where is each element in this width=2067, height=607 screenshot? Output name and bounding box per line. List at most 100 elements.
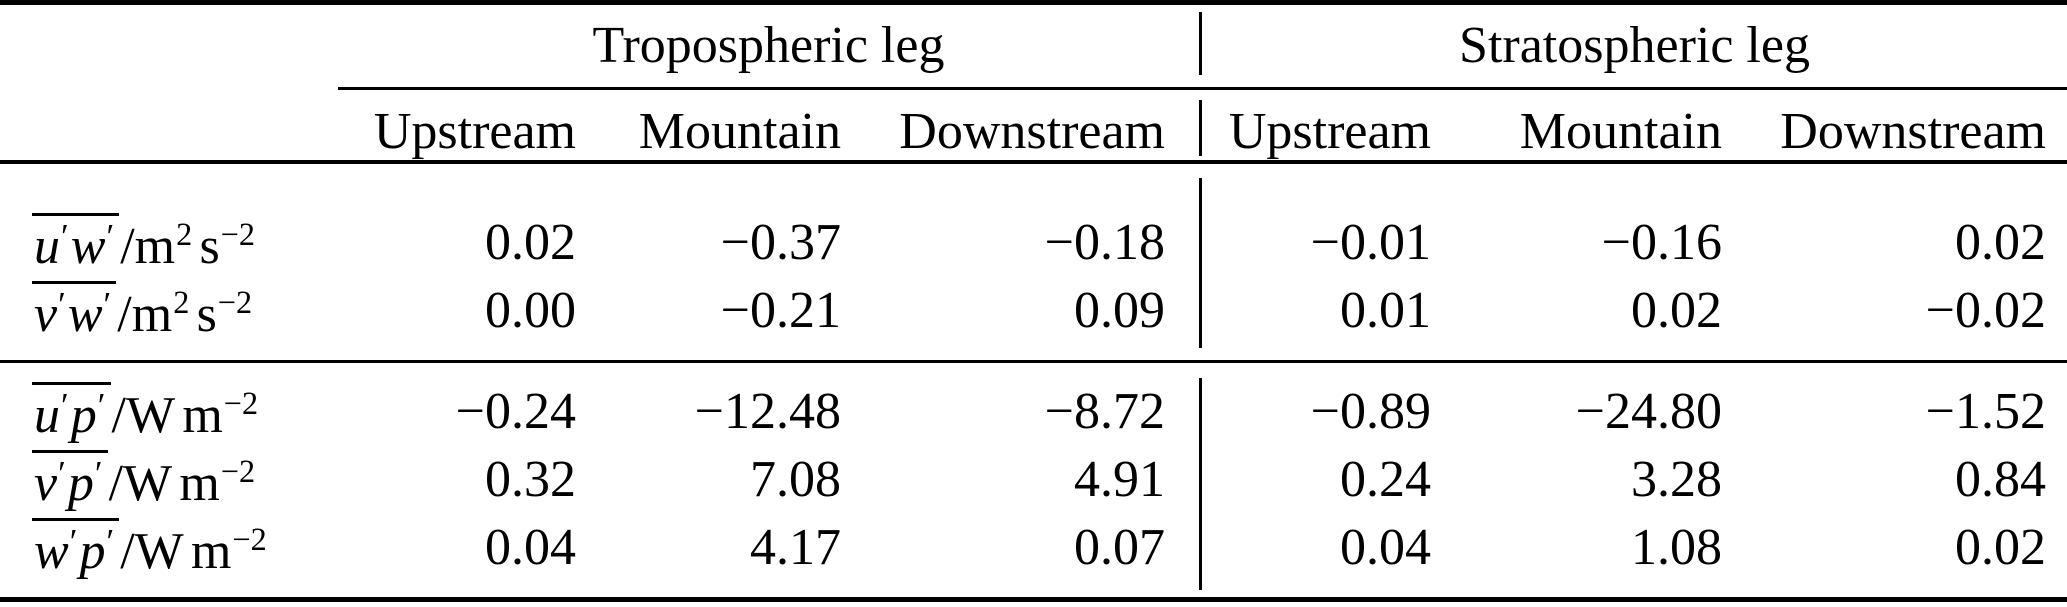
value-cell: 0.01: [1340, 282, 1431, 339]
vertical-divider-segment: [1199, 100, 1202, 156]
value-cell: 3.28: [1631, 451, 1722, 508]
column-group-header-stratospheric: Stratospheric leg: [1459, 17, 1810, 74]
header-rule: [0, 160, 2067, 164]
unit-exponent: −2: [232, 521, 267, 558]
math-variable: u: [34, 218, 60, 275]
unit-label: /m2 s−2: [117, 284, 253, 343]
prime-mark: ′: [106, 216, 115, 257]
overline-quantity: u′p′: [32, 382, 111, 442]
math-variable: u: [34, 387, 60, 444]
value-cell: 0.09: [1074, 282, 1165, 339]
unit-group: W: [123, 455, 173, 512]
math-variable: p: [67, 455, 94, 512]
vertical-divider-segment: [1199, 178, 1202, 348]
value-cell: 0.84: [1955, 451, 2046, 508]
value-cell: −8.72: [1044, 383, 1165, 440]
value-cell: 0.07: [1074, 519, 1165, 576]
group-header-underline-rule: [338, 87, 2067, 90]
value-cell: −0.21: [720, 282, 841, 339]
unit-exponent: −2: [223, 385, 259, 422]
value-cell: −12.48: [694, 383, 841, 440]
table-row: u′p′/W m−2 −0.24 −12.48 −8.72 −0.89 −24.80 −1.5…: [0, 378, 2067, 446]
value-cell: −0.37: [720, 214, 841, 271]
unit-label: /W m−2: [108, 453, 256, 512]
prime-mark: ′: [103, 284, 112, 325]
prime-mark: ′: [69, 521, 78, 562]
column-header-downstream-strato: Downstream: [1780, 103, 2046, 160]
value-cell: 0.00: [485, 282, 576, 339]
column-header-upstream-strato: Upstream: [1228, 103, 1431, 160]
value-cell: −0.89: [1310, 383, 1431, 440]
value-cell: 4.17: [750, 519, 841, 576]
value-cell: 0.02: [1631, 282, 1722, 339]
value-cell: −1.52: [1925, 383, 2046, 440]
table-row: w′p′/W m−2 0.04 4.17 0.07 0.04 1.08 0.02: [0, 514, 2067, 582]
section-divider-rule: [0, 360, 2067, 363]
unit-label: /W m−2: [120, 521, 267, 580]
vertical-divider-segment: [1199, 378, 1202, 590]
overline-quantity: v′w′: [32, 281, 117, 343]
value-cell: −0.01: [1310, 214, 1431, 271]
prime-mark: ′: [58, 284, 66, 325]
unit-label: /m2 s−2: [120, 216, 256, 275]
unit-group: m−2: [182, 385, 259, 444]
unit-group: s−2: [199, 216, 256, 275]
math-variable: v: [34, 455, 58, 512]
prime-mark: ′: [61, 216, 69, 257]
value-cell: 0.04: [1340, 519, 1431, 576]
column-header-upstream-tropo: Upstream: [373, 103, 576, 160]
value-cell: 7.08: [750, 451, 841, 508]
value-cell: −0.16: [1601, 214, 1722, 271]
value-cell: −0.18: [1044, 214, 1165, 271]
prime-mark: ′: [61, 385, 69, 426]
value-cell: 4.91: [1074, 451, 1165, 508]
unit-exponent: 2: [173, 284, 190, 321]
unit-group: W: [134, 523, 184, 580]
row-label: u′w′/m2 s−2: [0, 213, 338, 273]
value-cell: 0.02: [1955, 214, 2046, 271]
value-cell: −24.80: [1575, 383, 1722, 440]
column-group-header-tropospheric: Tropospheric leg: [592, 17, 945, 74]
math-variable: v: [34, 286, 58, 343]
row-label: v′w′/m2 s−2: [0, 281, 338, 341]
table-row: v′p′/W m−2 0.32 7.08 4.91 0.24 3.28 0.84: [0, 446, 2067, 514]
value-cell: −0.02: [1925, 282, 2046, 339]
value-cell: 0.04: [485, 519, 576, 576]
unit-exponent: −2: [217, 284, 253, 321]
unit-label: /W m−2: [111, 385, 259, 444]
unit-group: s−2: [196, 284, 253, 343]
column-header-mountain-tropo: Mountain: [638, 103, 841, 160]
table-row: u′w′/m2 s−2 0.02 −0.37 −0.18 −0.01 −0.16 0.02: [0, 209, 2067, 277]
unit-exponent: 2: [176, 216, 193, 253]
math-variable: p: [79, 523, 106, 580]
row-label: u′p′/W m−2: [0, 382, 338, 442]
overline-quantity: w′p′: [32, 518, 120, 580]
table-row: v′w′/m2 s−2 0.00 −0.21 0.09 0.01 0.02 −0.02: [0, 277, 2067, 345]
value-cell: 0.24: [1340, 451, 1431, 508]
unit-group: m−2: [191, 521, 267, 580]
unit-group: W: [125, 387, 176, 444]
unit-group: m2: [134, 216, 193, 275]
value-cell: 0.02: [485, 214, 576, 271]
column-header-downstream-tropo: Downstream: [899, 103, 1165, 160]
unit-group: m−2: [179, 453, 256, 512]
overline-quantity: v′p′: [32, 450, 108, 510]
column-header-mountain-strato: Mountain: [1519, 103, 1722, 160]
math-variable: w: [34, 523, 69, 580]
math-variable: w: [67, 286, 103, 343]
prime-mark: ′: [106, 521, 115, 562]
unit-group: m2: [131, 284, 190, 343]
vertical-divider-segment: [1199, 12, 1202, 75]
math-variable: w: [70, 218, 106, 275]
value-cell: 0.32: [485, 451, 576, 508]
row-label: w′p′/W m−2: [0, 518, 338, 578]
overline-quantity: u′w′: [32, 213, 120, 275]
unit-exponent: −2: [220, 216, 256, 253]
sub-header-row: Upstream Mountain Downstream Upstream Mo…: [0, 90, 2067, 158]
prime-mark: ′: [94, 453, 103, 494]
unit-exponent: −2: [220, 453, 256, 490]
value-cell: −0.24: [455, 383, 576, 440]
row-label: v′p′/W m−2: [0, 450, 338, 510]
prime-mark: ′: [97, 385, 106, 426]
